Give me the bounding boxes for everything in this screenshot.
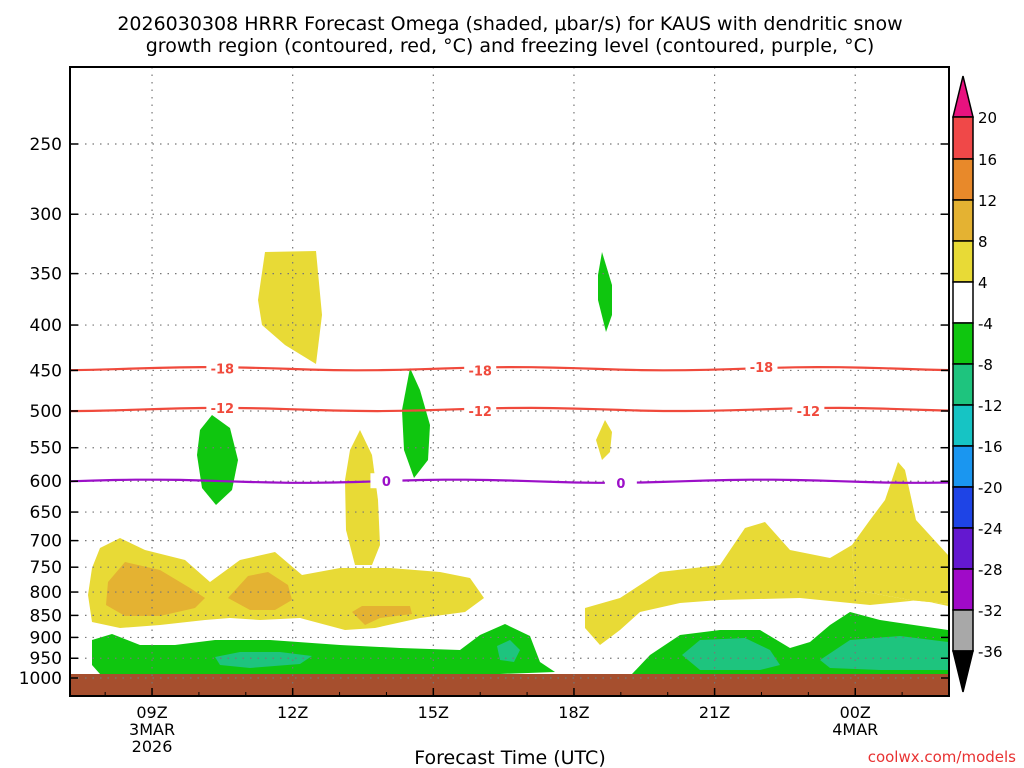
y-tick-label: 400 [30, 316, 62, 336]
y-axis: 2503003504004505005506006507007508008509… [19, 135, 949, 689]
colorbar-swatch [952, 609, 974, 652]
colorbar-top-arrow [952, 75, 974, 118]
contour-label: -12 [797, 405, 821, 420]
omega-positive-region [852, 462, 948, 604]
contour-label-bg [745, 358, 778, 374]
x-axis-title: Forecast Time (UTC) [414, 747, 605, 768]
colorbar-swatch [952, 527, 974, 570]
omega-strong-region [352, 606, 412, 625]
colorbar-label: -28 [978, 561, 1003, 579]
x-tick-label: 09Z [136, 703, 167, 722]
omega-negative-region [92, 624, 555, 674]
x-tick-label: 00Z [840, 703, 871, 722]
x-tick-date: 4MAR [832, 720, 878, 739]
y-tick-label: 500 [30, 402, 62, 422]
omega-positive-region [596, 420, 612, 460]
plot-border [69, 66, 950, 697]
colorbar-label: -32 [978, 602, 1003, 620]
colorbar-swatch [952, 404, 974, 447]
omega-negative-region [402, 368, 430, 478]
contour-label-bg [464, 362, 497, 378]
omega-negative-strong-region [497, 640, 520, 662]
y-tick-label: 650 [30, 503, 62, 523]
omega-positive-region [258, 251, 322, 364]
colorbar-swatch [952, 363, 974, 406]
contour-label-bg [604, 475, 637, 491]
colorbar-swatch [952, 445, 974, 488]
omega-negative-region [197, 415, 238, 505]
omega-negative-strong-region [820, 636, 948, 670]
colorbar-swatch [952, 281, 974, 324]
y-tick-label: 750 [30, 558, 62, 578]
omega-negative-strong-region [215, 652, 312, 668]
contour-label: 0 [616, 477, 625, 492]
omega-positive-region [345, 430, 380, 565]
colorbar: 20 16 12 8 4 -4 -8 -12 -16 -20 -24 -28 -32 -36 [952, 75, 1003, 693]
colorbar-label: -12 [978, 397, 1003, 415]
contour-label: -12 [211, 402, 235, 417]
colorbar-swatch [952, 199, 974, 242]
colorbar-swatch [952, 486, 974, 529]
colorbar-label: 20 [978, 109, 997, 127]
y-tick-label: 1000 [19, 669, 62, 689]
y-tick-label: 350 [30, 265, 62, 285]
contour-lines: -18 -18 -18 -12 -12 -12 0 0 [69, 358, 950, 492]
y-tick-label: 600 [30, 472, 62, 492]
omega-strong-region [106, 562, 205, 616]
colorbar-label: 16 [978, 151, 997, 169]
colorbar-swatch [952, 322, 974, 365]
omega-negative-strong-region [682, 638, 780, 670]
y-tick-label: 250 [30, 135, 62, 155]
colorbar-label: -20 [978, 479, 1003, 497]
y-tick-label: 850 [30, 606, 62, 626]
contour-label: -12 [468, 405, 492, 420]
colorbar-label: -4 [978, 315, 993, 333]
contour-label-bg [464, 403, 497, 418]
colorbar-label: -24 [978, 520, 1003, 538]
colorbar-label: -16 [978, 438, 1003, 456]
chart-title-line1: 2026030308 HRRR Forecast Omega (shaded, … [117, 13, 902, 35]
x-tick-label: 15Z [418, 703, 449, 722]
y-tick-label: 900 [30, 628, 62, 648]
contour-label-bg [206, 399, 239, 415]
colorbar-bottom-arrow [952, 650, 974, 693]
y-tick-label: 450 [30, 361, 62, 381]
colorbar-label: 12 [978, 192, 997, 210]
freezing-level-contour [69, 478, 950, 484]
x-tick-label: 12Z [277, 703, 308, 722]
y-tick-label: 700 [30, 532, 62, 552]
contour-label: -18 [468, 364, 492, 379]
colorbar-swatch [952, 568, 974, 611]
omega-shading [88, 251, 948, 674]
contour-label-bg [206, 360, 239, 376]
contour-label: -18 [750, 361, 774, 376]
x-tick-date: 3MAR [129, 720, 175, 739]
y-tick-label: 550 [30, 439, 62, 459]
contour-label: 0 [382, 475, 391, 490]
colorbar-label: 8 [978, 233, 988, 251]
colorbar-label: -36 [978, 643, 1003, 661]
omega-negative-region [598, 252, 612, 332]
x-tick-year: 2026 [132, 737, 173, 756]
omega-positive-region [585, 522, 948, 645]
ground-fill [70, 674, 949, 696]
colorbar-swatch [952, 240, 974, 283]
x-tick-label: 18Z [558, 703, 589, 722]
contour-label-bg [370, 473, 403, 489]
chart-title-line2: growth region (contoured, red, °C) and f… [146, 35, 875, 57]
contour-label-bg [792, 403, 825, 418]
omega-strong-region [228, 572, 292, 610]
colorbar-label: -8 [978, 356, 993, 374]
contour-label: -18 [211, 363, 235, 378]
y-tick-label: 950 [30, 649, 62, 669]
credit-text: coolwx.com/models [868, 748, 1016, 766]
y-tick-label: 300 [30, 205, 62, 225]
y-tick-label: 800 [30, 583, 62, 603]
colorbar-swatch [952, 158, 974, 201]
colorbar-label: 4 [978, 274, 988, 292]
x-tick-label: 21Z [699, 703, 730, 722]
colorbar-swatch [952, 116, 974, 160]
